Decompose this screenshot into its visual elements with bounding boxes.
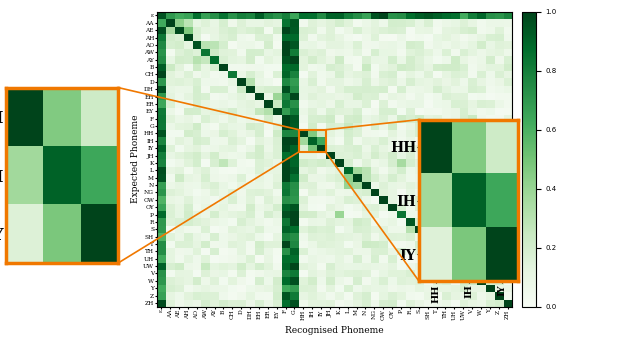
Y-axis label: Expected Phoneme: Expected Phoneme — [131, 115, 140, 204]
X-axis label: Recognised Phoneme: Recognised Phoneme — [285, 326, 384, 335]
Bar — [299, 130, 326, 152]
